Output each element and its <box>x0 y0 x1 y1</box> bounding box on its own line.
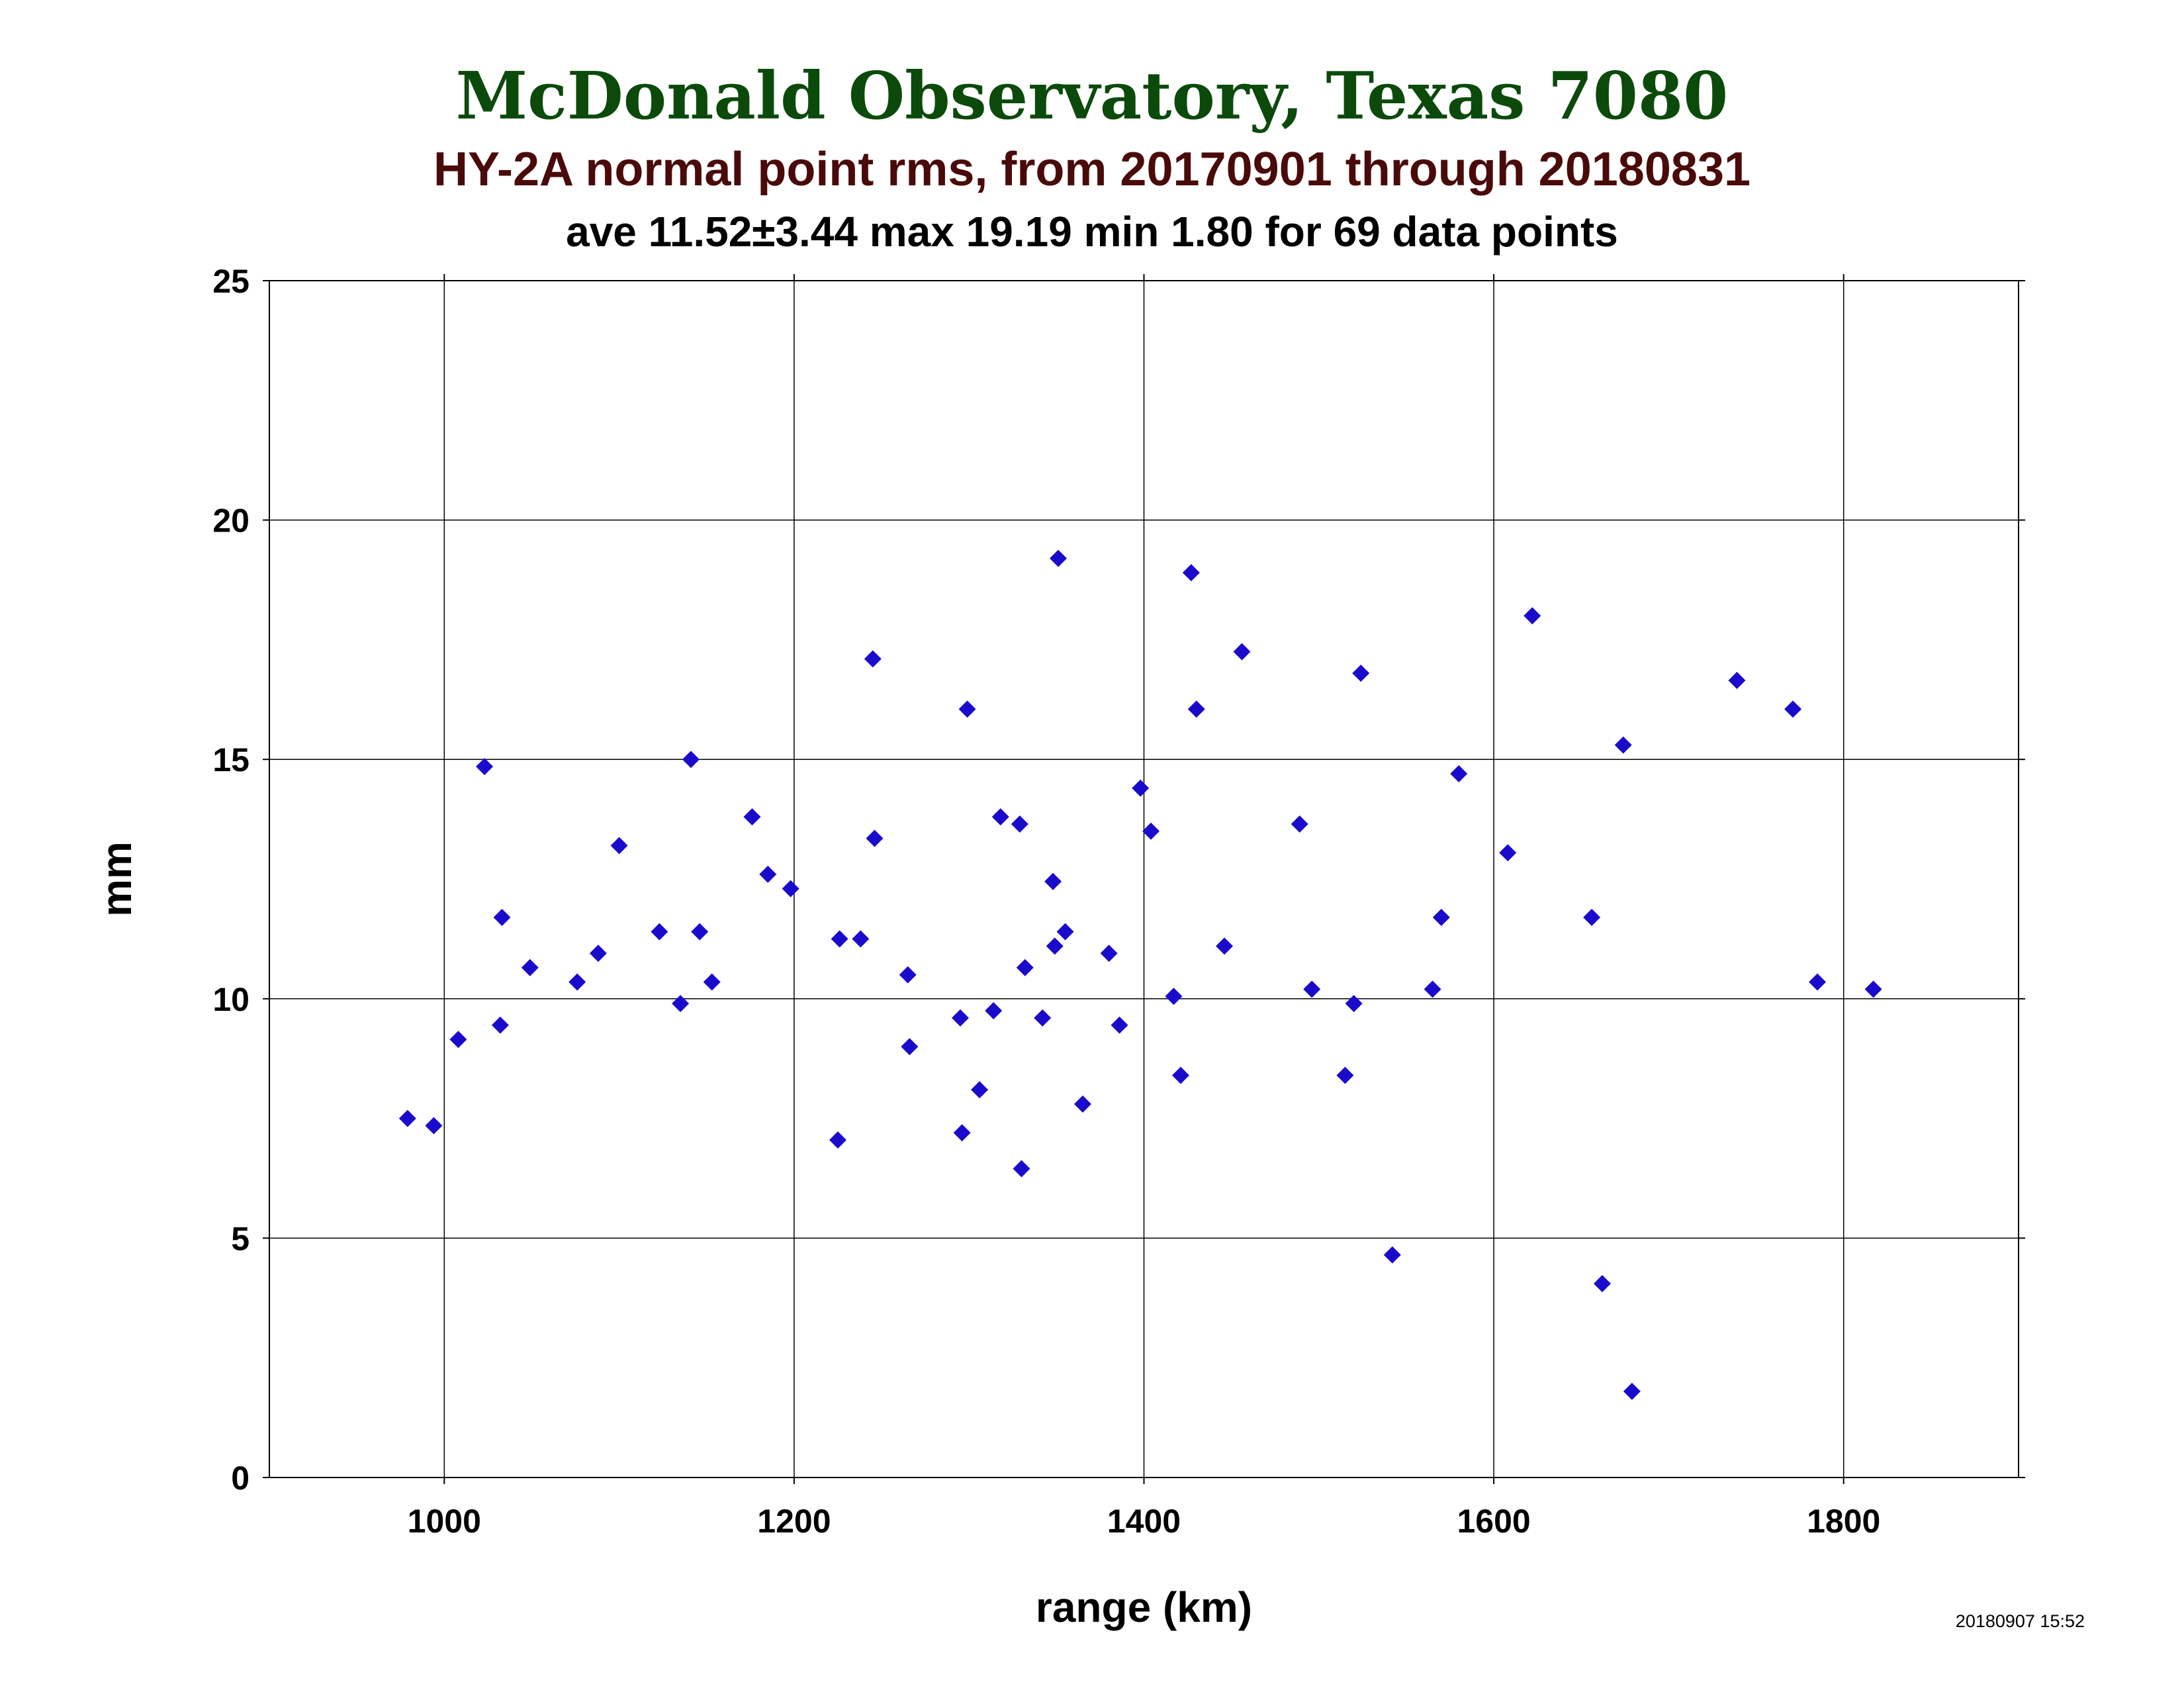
data-point <box>672 995 690 1013</box>
x-tick-label: 1800 <box>1807 1503 1880 1540</box>
x-tick-label: 1400 <box>1107 1503 1181 1540</box>
chart-stats: ave 11.52±3.44 max 19.19 min 1.80 for 69… <box>566 208 1618 256</box>
data-point <box>953 1124 971 1142</box>
data-point <box>1056 923 1074 941</box>
data-point <box>398 1109 416 1127</box>
data-point <box>1291 815 1308 833</box>
data-point <box>1583 908 1601 926</box>
data-point <box>829 1131 846 1149</box>
data-point <box>899 966 917 984</box>
data-point <box>1424 980 1441 998</box>
y-tick-label: 25 <box>212 263 250 300</box>
chart-title: McDonald Observatory, Texas 7080 <box>455 58 1729 134</box>
data-point <box>1111 1016 1128 1034</box>
x-tick-label: 1000 <box>408 1503 481 1540</box>
data-point <box>1013 1160 1030 1178</box>
data-point <box>1303 980 1321 998</box>
data-point <box>425 1117 443 1135</box>
data-point <box>651 923 668 941</box>
data-point <box>1132 779 1150 797</box>
data-point <box>610 837 628 855</box>
data-point <box>569 973 586 991</box>
data-point <box>1593 1275 1611 1293</box>
generated-timestamp: 20180907 15:52 <box>1955 1611 2085 1631</box>
data-point <box>1049 549 1067 567</box>
x-tick-label: 1600 <box>1457 1503 1530 1540</box>
y-tick-label: 0 <box>231 1460 250 1497</box>
y-tick-label: 20 <box>212 502 250 539</box>
data-point <box>951 1009 969 1027</box>
chart-subtitle: HY-2A normal point rms, from 20170901 th… <box>433 143 1751 196</box>
data-point <box>1352 665 1370 682</box>
data-point <box>958 700 976 718</box>
data-point <box>1187 700 1205 718</box>
data-point <box>1728 671 1746 689</box>
data-point <box>1073 1095 1091 1113</box>
data-point <box>493 908 511 926</box>
data-point <box>901 1038 919 1056</box>
y-tick-label: 5 <box>231 1220 250 1257</box>
data-point <box>1011 815 1028 833</box>
data-point <box>1016 959 1034 976</box>
data-point <box>1345 995 1363 1013</box>
data-point <box>831 930 848 948</box>
data-point <box>985 1002 1003 1019</box>
data-point <box>1809 973 1827 991</box>
data-point <box>759 865 777 883</box>
data-point <box>991 808 1009 825</box>
data-point <box>864 650 882 668</box>
data-point <box>1499 844 1517 862</box>
data-point <box>1383 1246 1401 1264</box>
data-point <box>971 1081 989 1099</box>
data-point <box>1046 937 1064 955</box>
data-point <box>1182 564 1200 582</box>
data-point <box>1216 937 1234 955</box>
data-point <box>1450 765 1468 782</box>
data-point <box>1044 872 1062 890</box>
data-point <box>589 945 607 962</box>
data-point <box>682 751 700 769</box>
data-point <box>1034 1009 1052 1027</box>
data-point <box>1142 822 1160 840</box>
data-point <box>1432 908 1450 926</box>
data-point <box>743 808 761 825</box>
grid-lines <box>269 280 2019 1478</box>
data-point <box>1100 945 1118 962</box>
axis-ticks: 1000 1200 1400 1600 1800 0 5 10 15 20 25 <box>212 263 2025 1540</box>
x-tick-label: 1200 <box>757 1503 831 1540</box>
y-axis-label: mm <box>93 841 140 917</box>
data-point <box>491 1016 509 1034</box>
data-point <box>782 880 799 898</box>
data-point <box>691 923 709 941</box>
data-point <box>1864 980 1882 998</box>
y-tick-label: 10 <box>212 981 250 1018</box>
data-points <box>398 549 1882 1400</box>
data-point <box>521 959 539 976</box>
data-point <box>449 1031 467 1049</box>
y-tick-label: 15 <box>212 741 250 778</box>
data-point <box>1524 607 1541 625</box>
data-point <box>1172 1066 1190 1084</box>
data-point <box>1336 1066 1354 1084</box>
x-axis-label: range (km) <box>1036 1583 1252 1631</box>
data-point <box>852 930 870 948</box>
data-point <box>476 758 494 776</box>
data-point <box>1784 700 1802 718</box>
data-point <box>1614 736 1632 754</box>
data-point <box>1233 643 1251 661</box>
data-point <box>866 829 884 847</box>
data-point <box>1623 1382 1641 1400</box>
data-point <box>1165 988 1183 1006</box>
data-point <box>703 973 721 991</box>
